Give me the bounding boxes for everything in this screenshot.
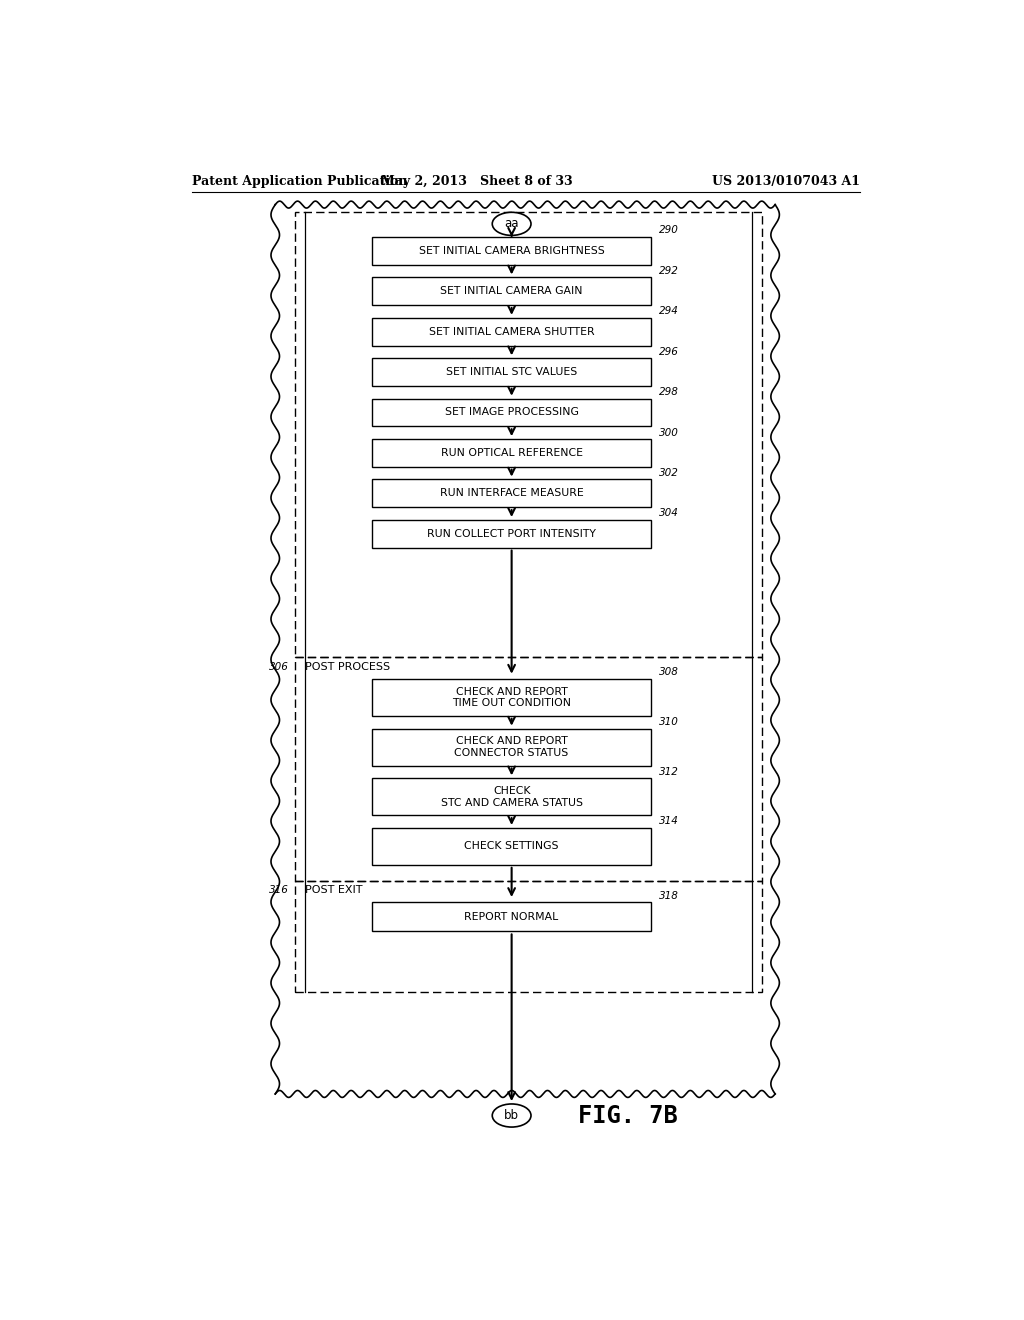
Text: SET INITIAL CAMERA SHUTTER: SET INITIAL CAMERA SHUTTER	[429, 326, 595, 337]
Text: 290: 290	[658, 226, 679, 235]
Text: RUN COLLECT PORT INTENSITY: RUN COLLECT PORT INTENSITY	[427, 529, 596, 539]
Text: CHECK
STC AND CAMERA STATUS: CHECK STC AND CAMERA STATUS	[440, 785, 583, 808]
Text: CHECK AND REPORT
TIME OUT CONDITION: CHECK AND REPORT TIME OUT CONDITION	[453, 686, 571, 709]
Text: CHECK SETTINGS: CHECK SETTINGS	[464, 841, 559, 851]
Text: May 2, 2013   Sheet 8 of 33: May 2, 2013 Sheet 8 of 33	[381, 176, 572, 189]
Text: REPORT NORMAL: REPORT NORMAL	[465, 912, 559, 921]
Text: 310: 310	[658, 717, 679, 727]
FancyBboxPatch shape	[372, 440, 651, 467]
Text: 298: 298	[658, 387, 679, 397]
Text: RUN OPTICAL REFERENCE: RUN OPTICAL REFERENCE	[440, 447, 583, 458]
Text: POST EXIT: POST EXIT	[305, 886, 362, 895]
FancyBboxPatch shape	[372, 678, 651, 715]
Text: FIG. 7B: FIG. 7B	[578, 1104, 677, 1127]
Text: RUN INTERFACE MEASURE: RUN INTERFACE MEASURE	[439, 488, 584, 499]
FancyBboxPatch shape	[372, 828, 651, 865]
FancyBboxPatch shape	[372, 479, 651, 507]
Text: SET INITIAL STC VALUES: SET INITIAL STC VALUES	[446, 367, 578, 378]
FancyBboxPatch shape	[372, 520, 651, 548]
FancyBboxPatch shape	[372, 277, 651, 305]
Text: 318: 318	[658, 891, 679, 900]
Ellipse shape	[493, 1104, 531, 1127]
FancyBboxPatch shape	[372, 358, 651, 385]
Text: 304: 304	[658, 508, 679, 519]
Text: 314: 314	[658, 816, 679, 826]
FancyBboxPatch shape	[372, 903, 651, 932]
Text: 312: 312	[658, 767, 679, 776]
Text: 306: 306	[268, 663, 289, 672]
Text: Patent Application Publication: Patent Application Publication	[191, 176, 408, 189]
FancyBboxPatch shape	[372, 729, 651, 766]
Ellipse shape	[493, 213, 531, 235]
Text: 302: 302	[658, 469, 679, 478]
Text: aa: aa	[505, 218, 519, 231]
Text: 308: 308	[658, 668, 679, 677]
FancyBboxPatch shape	[372, 399, 651, 426]
FancyBboxPatch shape	[372, 779, 651, 816]
Text: CHECK AND REPORT
CONNECTOR STATUS: CHECK AND REPORT CONNECTOR STATUS	[455, 737, 568, 758]
Text: POST PROCESS: POST PROCESS	[305, 663, 390, 672]
Text: SET IMAGE PROCESSING: SET IMAGE PROCESSING	[444, 408, 579, 417]
Text: US 2013/0107043 A1: US 2013/0107043 A1	[713, 176, 860, 189]
Text: 294: 294	[658, 306, 679, 317]
Text: 316: 316	[268, 886, 289, 895]
FancyBboxPatch shape	[372, 318, 651, 346]
FancyBboxPatch shape	[372, 238, 651, 264]
Text: 296: 296	[658, 347, 679, 356]
Text: 292: 292	[658, 265, 679, 276]
Text: bb: bb	[504, 1109, 519, 1122]
Text: SET INITIAL CAMERA GAIN: SET INITIAL CAMERA GAIN	[440, 286, 583, 296]
Text: SET INITIAL CAMERA BRIGHTNESS: SET INITIAL CAMERA BRIGHTNESS	[419, 246, 604, 256]
Text: 300: 300	[658, 428, 679, 437]
